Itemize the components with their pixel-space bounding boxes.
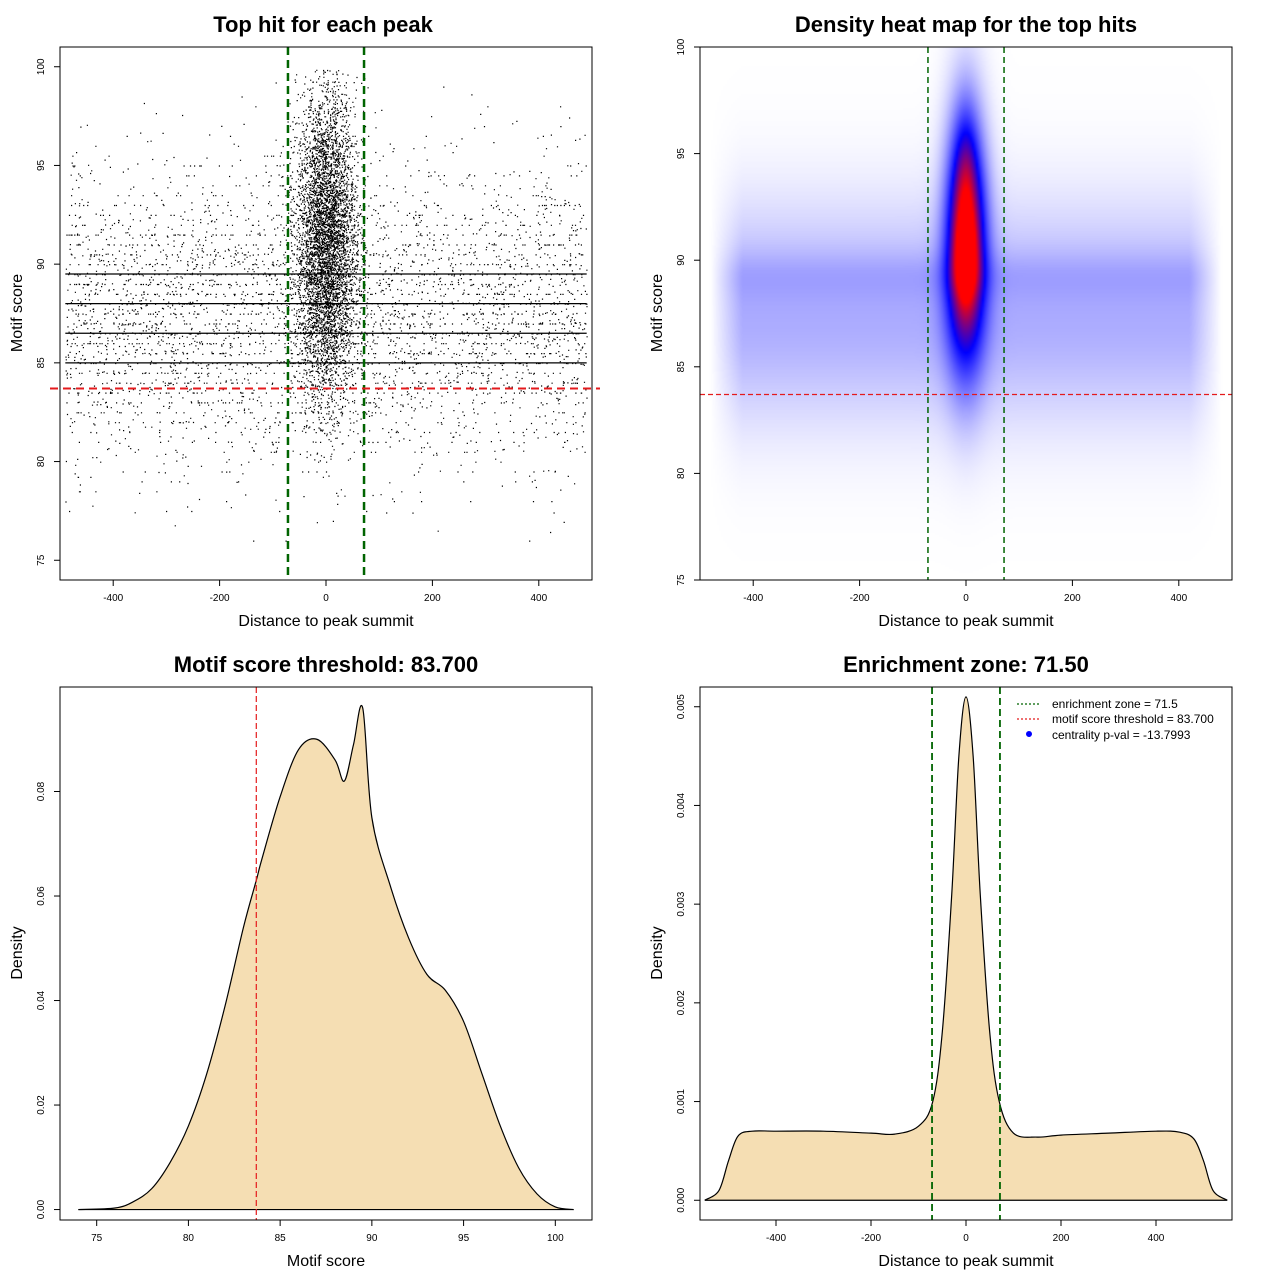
x-tick-label: -400 [743, 593, 763, 604]
y-tick-label: 0.000 [676, 1187, 687, 1212]
scatter-panel: Top hit for each peak -400 -200 0 200 400 75 8… [9, 12, 600, 630]
y-tick-label: 95 [676, 148, 687, 160]
heatmap-canvas-holder [700, 47, 1232, 580]
x-tick-label: 75 [91, 1233, 103, 1244]
x-tick-label: 200 [1053, 1233, 1070, 1244]
y-tick-label: 75 [36, 554, 47, 566]
distance-density-area [704, 696, 1228, 1201]
score-density-curve-group [78, 704, 574, 1211]
distance-zone-lines [931, 687, 1001, 1220]
x-tick-label: 100 [547, 1233, 564, 1244]
y-tick-label: 95 [36, 159, 47, 171]
x-tick-label: 200 [424, 593, 441, 604]
legend-label-enrichment-zone: enrichment zone = 71.5 [1052, 697, 1178, 711]
legend: enrichment zone = 71.5 motif score thres… [1017, 697, 1214, 742]
x-tick-label: 0 [963, 593, 969, 604]
x-tick-label: 200 [1064, 593, 1081, 604]
legend-label-centrality: centrality p-val = -13.7993 [1052, 728, 1191, 742]
heatmap-ylabel: Motif score [649, 274, 666, 352]
score-density-axes: 75 80 85 90 95 100 0.00 0.02 0.04 0.06 0.08 [36, 781, 564, 1244]
legend-swatch-centrality [1026, 731, 1032, 737]
x-tick-label: 400 [1148, 1233, 1165, 1244]
legend-label-score-threshold: motif score threshold = 83.700 [1052, 712, 1214, 726]
distance-density-axes: -400 -200 0 200 400 0.000 0.001 0.002 0.003 0.004… [676, 694, 1165, 1244]
x-tick-label: 90 [366, 1233, 378, 1244]
y-tick-label: 90 [36, 258, 47, 270]
y-tick-label: 0.001 [676, 1089, 687, 1114]
heatmap-axes: -400 -200 0 200 400 75 80 85 90 95 100 [676, 38, 1188, 604]
distance-density-curve-group [704, 696, 1228, 1201]
distance-density-xlabel: Distance to peak summit [878, 1253, 1054, 1270]
y-tick-label: 0.06 [36, 886, 47, 906]
scatter-xlabel: Distance to peak summit [238, 613, 414, 630]
x-tick-label: 400 [1170, 593, 1187, 604]
x-tick-label: -200 [850, 593, 870, 604]
x-tick-label: -400 [103, 593, 123, 604]
y-tick-label: 0.04 [36, 990, 47, 1010]
y-tick-label: 0.004 [676, 792, 687, 817]
y-tick-label: 80 [676, 467, 687, 479]
y-tick-label: 0.02 [36, 1095, 47, 1115]
heatmap-xlabel: Distance to peak summit [878, 613, 1054, 630]
scatter-title: Top hit for each peak [213, 12, 433, 37]
score-density-xlabel: Motif score [287, 1253, 365, 1270]
scatter-point-cloud [65, 69, 588, 542]
y-tick-label: 0.002 [676, 990, 687, 1015]
scatter-reference-lines [50, 47, 600, 580]
scatter-ylabel: Motif score [9, 274, 26, 352]
y-tick-label: 90 [676, 254, 687, 266]
x-tick-label: 0 [963, 1233, 969, 1244]
y-tick-label: 100 [36, 58, 47, 75]
y-tick-label: 0.005 [676, 694, 687, 719]
heatmap-panel: Density heat map for the top hits -400 -2… [649, 12, 1233, 630]
x-tick-label: 80 [183, 1233, 195, 1244]
x-tick-label: 85 [275, 1233, 287, 1244]
y-tick-label: 85 [36, 357, 47, 369]
y-tick-label: 0.08 [36, 781, 47, 801]
y-tick-label: 75 [676, 574, 687, 586]
score-density-title: Motif score threshold: 83.700 [174, 652, 478, 677]
y-tick-label: 100 [676, 38, 687, 55]
distance-density-curve [704, 696, 1228, 1201]
score-density-curve [78, 704, 574, 1211]
y-tick-label: 0.00 [36, 1199, 47, 1219]
x-tick-label: -400 [766, 1233, 786, 1244]
scatter-axes: -400 -200 0 200 400 75 80 85 90 95 100 [36, 58, 548, 604]
heatmap-density [700, 47, 1232, 580]
x-tick-label: 0 [323, 593, 329, 604]
heatmap-title: Density heat map for the top hits [795, 12, 1137, 37]
score-density-area [78, 705, 574, 1210]
y-tick-label: 80 [36, 456, 47, 468]
score-density-panel: Motif score threshold: 83.700 75 80 85 90 95… [9, 652, 593, 1270]
x-tick-label: 95 [458, 1233, 470, 1244]
x-tick-label: 400 [530, 593, 547, 604]
distance-density-title: Enrichment zone: 71.50 [843, 652, 1089, 677]
x-tick-label: -200 [210, 593, 230, 604]
scatter-points [65, 69, 588, 542]
distance-density-panel: Enrichment zone: 71.50 -400 -200 0 200 400 0.… [649, 652, 1233, 1270]
score-density-ylabel: Density [9, 926, 26, 979]
y-tick-label: 0.003 [676, 891, 687, 916]
heatmap-reference-lines [700, 47, 1232, 580]
y-tick-label: 85 [676, 361, 687, 373]
distance-density-ylabel: Density [649, 926, 666, 979]
x-tick-label: -200 [861, 1233, 881, 1244]
